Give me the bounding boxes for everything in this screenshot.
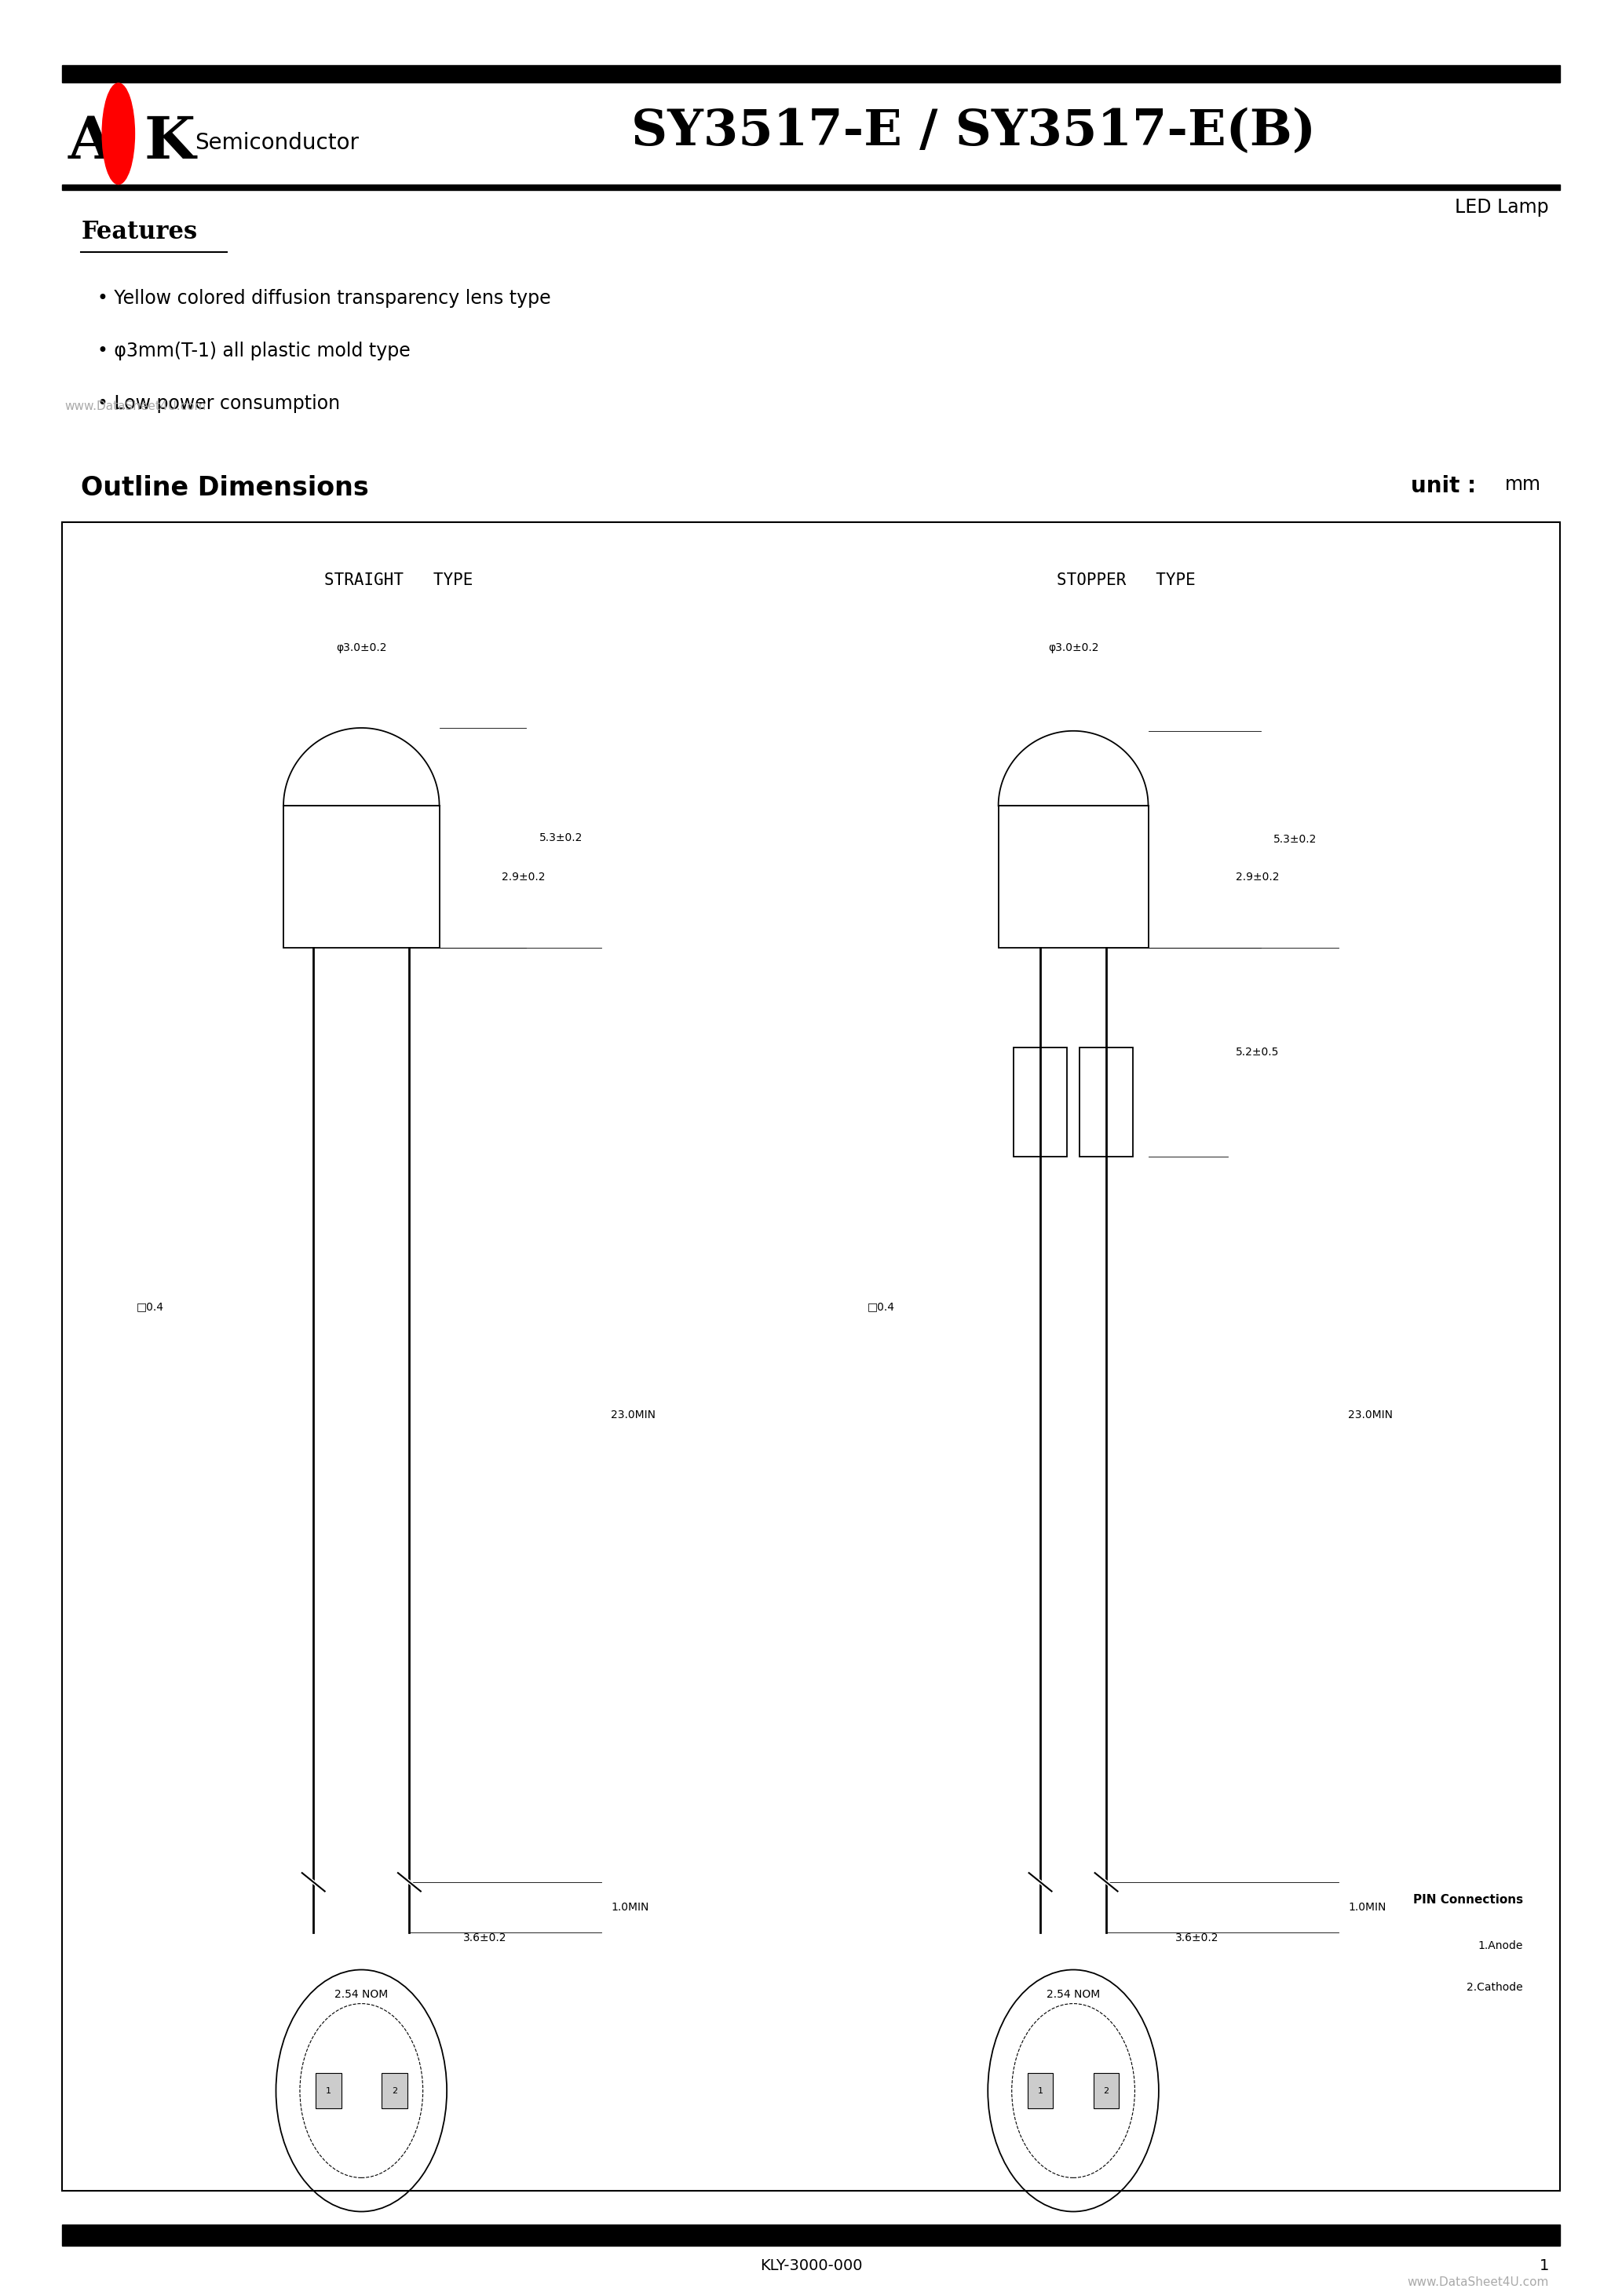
Bar [62,521,1560,2190]
Text: PIN Connections: PIN Connections [1413,1894,1523,1906]
Text: 23.0MIN: 23.0MIN [611,1410,655,1421]
Text: SY3517-E / SY3517-E(B): SY3517-E / SY3517-E(B) [631,108,1315,156]
Text: 2.54 NOM: 2.54 NOM [334,1988,388,2000]
Bar [1093,2073,1119,2108]
Text: 1: 1 [1539,2259,1549,2273]
Text: 5.3±0.2: 5.3±0.2 [1273,833,1317,845]
Text: 2.54 NOM: 2.54 NOM [1046,1988,1100,2000]
Text: 3.8±0.2: 3.8±0.2 [271,2234,315,2245]
Text: STRAIGHT   TYPE: STRAIGHT TYPE [324,572,474,588]
Text: 1.0MIN: 1.0MIN [611,1901,649,1913]
Ellipse shape [102,83,135,184]
Bar [62,184,1560,191]
Text: LED Lamp: LED Lamp [1455,197,1549,216]
Text: STOPPER   TYPE: STOPPER TYPE [1056,572,1195,588]
Bar [316,2073,341,2108]
Text: 2.9±0.2: 2.9±0.2 [1236,870,1280,882]
Text: 2: 2 [1103,2087,1109,2094]
Text: • Yellow colored diffusion transparency lens type: • Yellow colored diffusion transparency … [97,289,551,308]
Bar [1079,1047,1134,1157]
Text: □0.4: □0.4 [868,1302,895,1311]
Bar [284,806,440,948]
Text: 2.9±0.2: 2.9±0.2 [501,870,545,882]
Text: K: K [144,115,196,172]
Text: KLY-3000-000: KLY-3000-000 [759,2259,863,2273]
Text: 5.3±0.2: 5.3±0.2 [539,831,582,843]
Text: • φ3mm(T-1) all plastic mold type: • φ3mm(T-1) all plastic mold type [97,342,410,360]
Text: mm: mm [1505,475,1541,494]
Text: 2.Cathode: 2.Cathode [1466,1981,1523,1993]
Text: unit :: unit : [1411,475,1484,496]
Bar [1014,1047,1067,1157]
Text: 3.6±0.2: 3.6±0.2 [1174,1933,1218,1942]
Text: www.DataSheet4U.com: www.DataSheet4U.com [65,400,206,413]
Text: • Low power consumption: • Low power consumption [97,395,341,413]
Text: 3.6±0.2: 3.6±0.2 [462,1933,506,1942]
Text: φ3.0±0.2: φ3.0±0.2 [336,643,386,652]
Text: 1: 1 [326,2087,331,2094]
Bar [1028,2073,1053,2108]
Text: Features: Features [81,220,198,243]
Bar [62,2225,1560,2245]
Text: 2: 2 [391,2087,397,2094]
Text: 1.0MIN: 1.0MIN [1348,1901,1387,1913]
Text: 3.8±0.2: 3.8±0.2 [983,2234,1027,2245]
Text: 23.0MIN: 23.0MIN [1348,1410,1393,1421]
Text: www.DataSheet4U.com: www.DataSheet4U.com [1408,2275,1549,2289]
Text: 1: 1 [1038,2087,1043,2094]
Bar [998,806,1148,948]
Bar [381,2073,407,2108]
Text: Semiconductor: Semiconductor [195,131,358,154]
Bar [62,64,1560,83]
Text: □0.4: □0.4 [136,1302,164,1311]
Text: Outline Dimensions: Outline Dimensions [81,475,370,501]
Text: φ3.0±0.2: φ3.0±0.2 [1048,643,1098,652]
Text: 1.Anode: 1.Anode [1478,1940,1523,1952]
Text: 5.2±0.5: 5.2±0.5 [1236,1047,1280,1058]
Text: A: A [68,115,114,172]
